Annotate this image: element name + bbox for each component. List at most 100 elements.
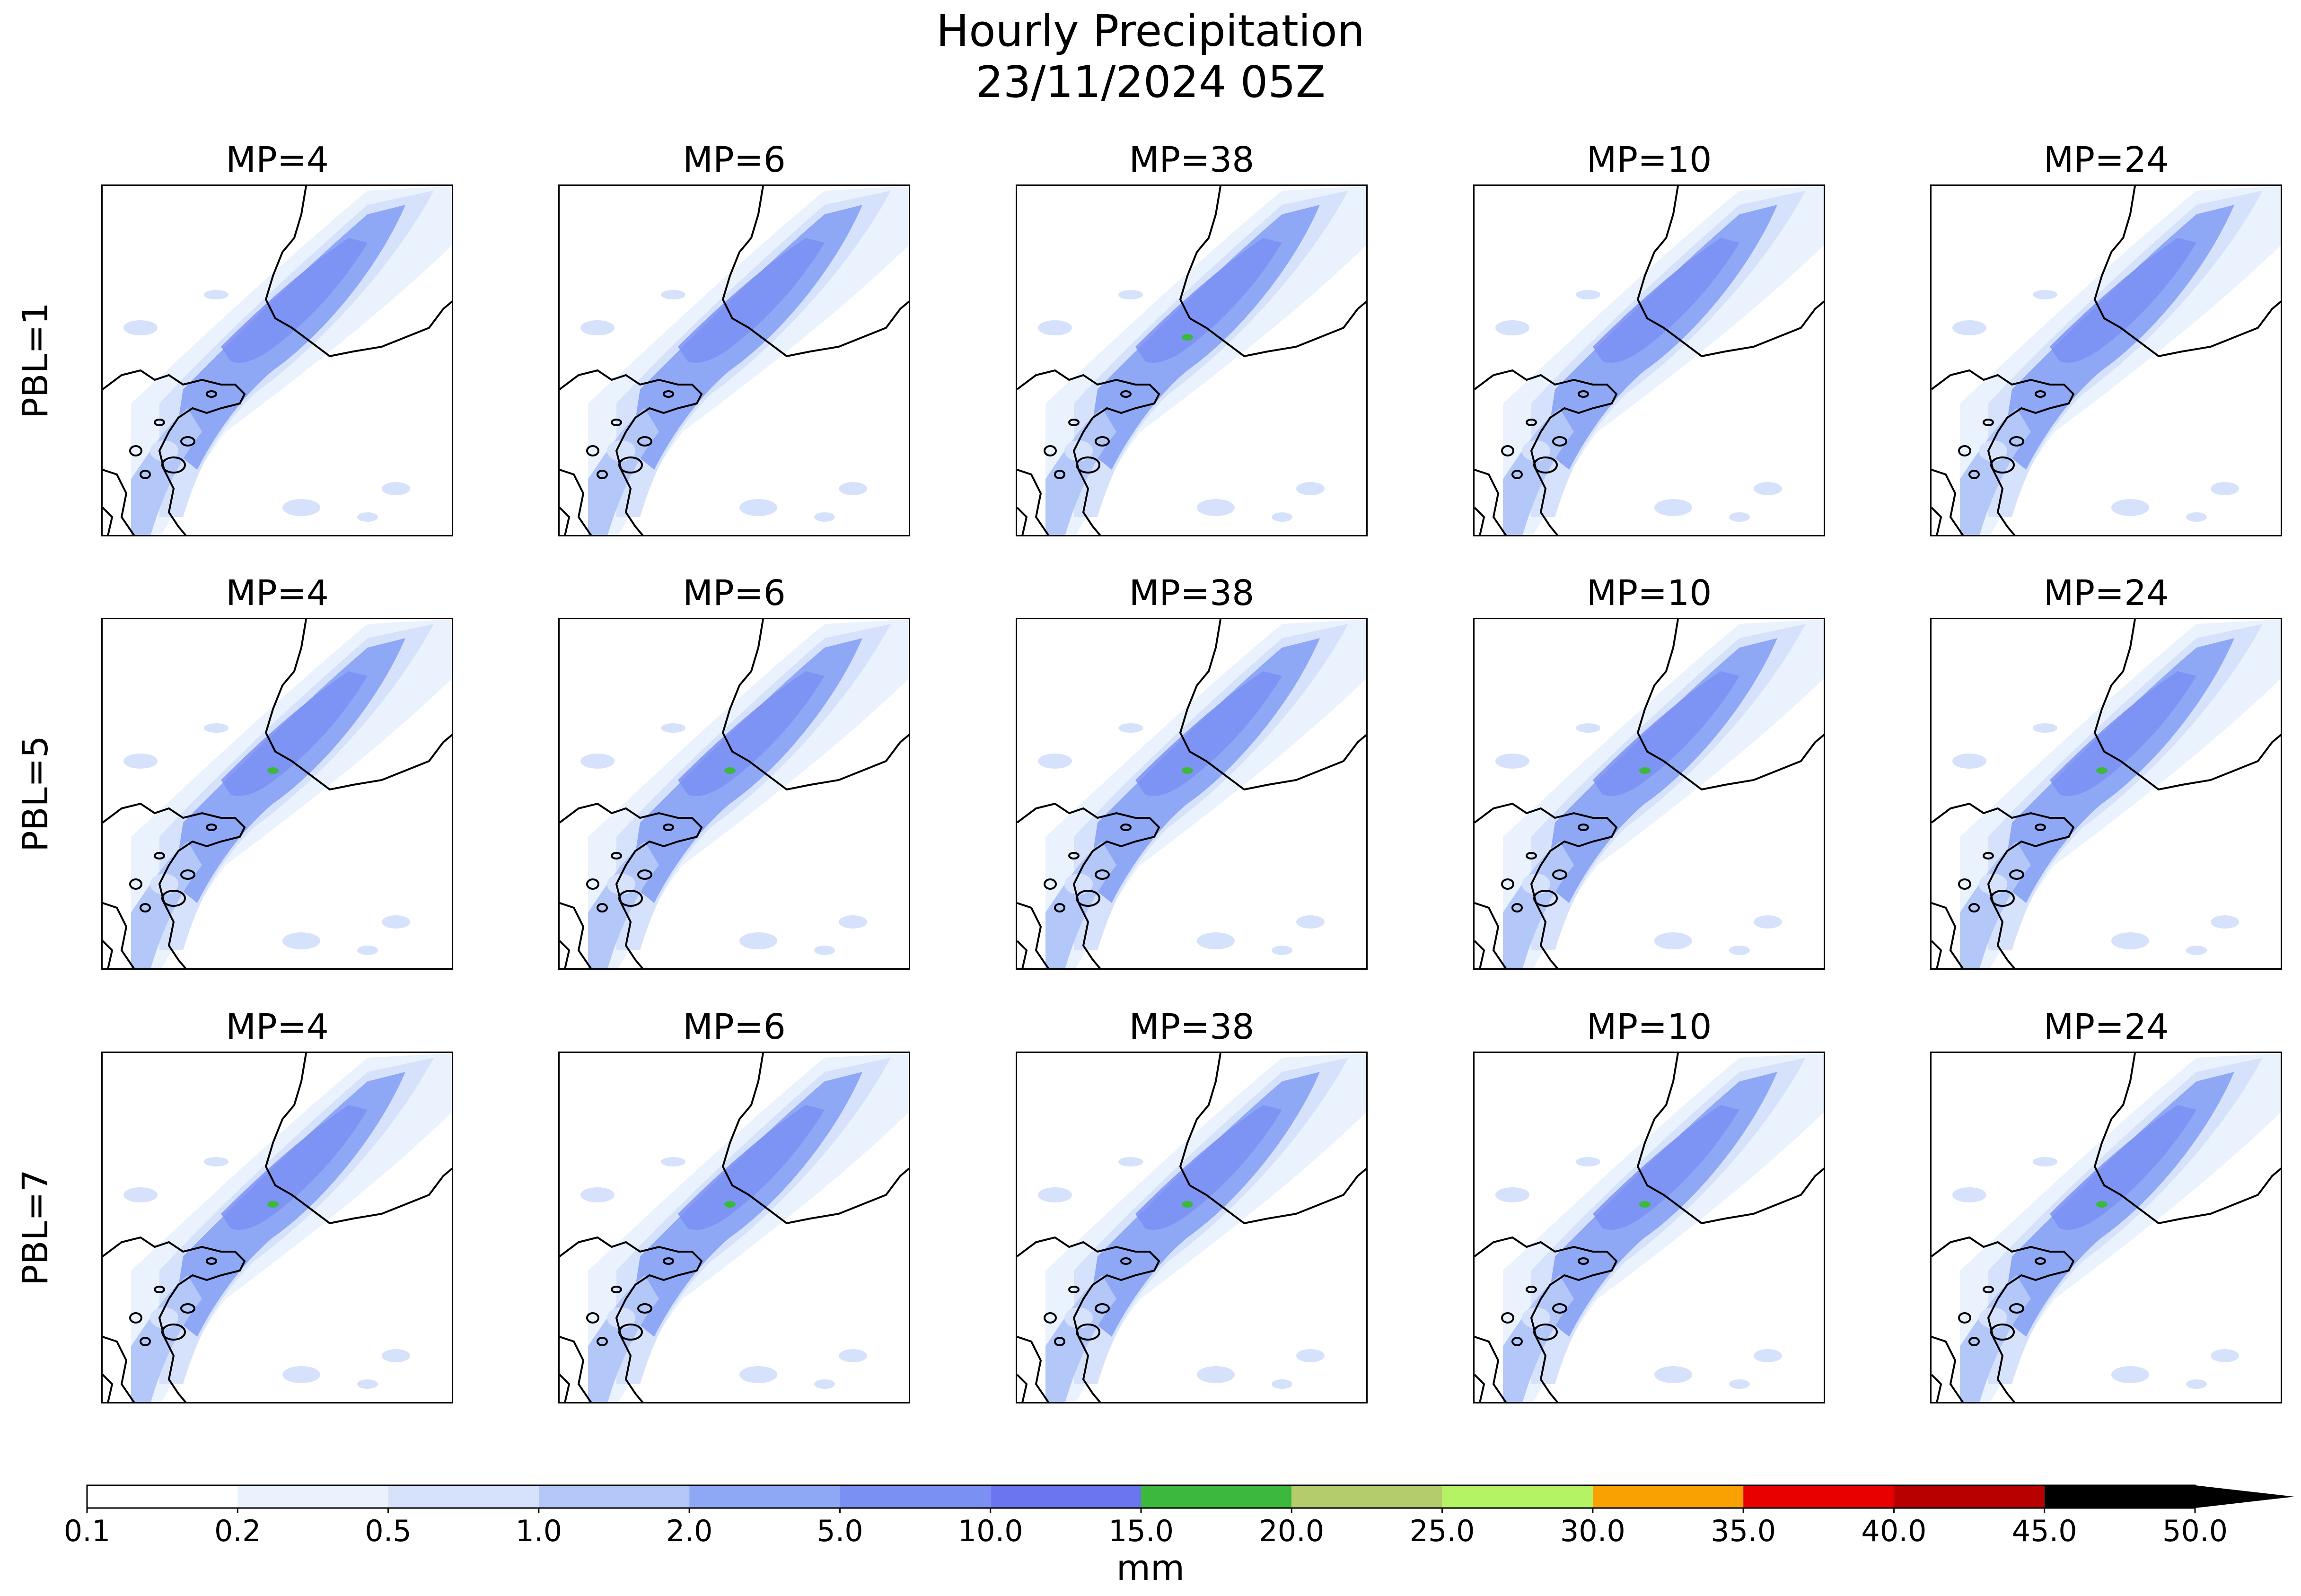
colorbar-segment bbox=[87, 1485, 238, 1508]
panel-title: MP=4 bbox=[226, 573, 329, 614]
map-panel bbox=[1016, 184, 1368, 536]
precip-cell bbox=[382, 915, 410, 929]
precipitation-field bbox=[1495, 186, 1824, 535]
colorbar-segment bbox=[388, 1485, 539, 1508]
coastline bbox=[1932, 619, 2281, 968]
precip-core bbox=[1135, 671, 1282, 796]
precip-cell bbox=[839, 1349, 867, 1362]
colorbar-segment bbox=[1743, 1485, 1894, 1508]
precip-intense-cell bbox=[2096, 767, 2108, 774]
map-panel bbox=[1016, 618, 1368, 970]
precipitation-field bbox=[1038, 619, 1366, 968]
colorbar-tick-label: 20.0 bbox=[1259, 1514, 1325, 1548]
precip-cell bbox=[123, 320, 158, 335]
panel-title: MP=4 bbox=[226, 140, 329, 180]
precip-cell bbox=[1729, 946, 1750, 955]
precip-cell bbox=[607, 440, 635, 461]
precip-cell bbox=[2211, 482, 2239, 495]
precip-cell bbox=[1296, 915, 1325, 929]
panel-title: MP=10 bbox=[1586, 1007, 1712, 1047]
precip-cell bbox=[1754, 482, 1782, 495]
precip-cell bbox=[1979, 1307, 2007, 1328]
precip-cell bbox=[1064, 874, 1093, 894]
panel-title: MP=10 bbox=[1586, 573, 1712, 614]
map-panel bbox=[101, 618, 453, 970]
precip-cell bbox=[357, 1379, 378, 1389]
precip-cell bbox=[282, 932, 320, 949]
precip-cell bbox=[814, 946, 835, 955]
precip-cell bbox=[739, 932, 777, 949]
precip-cell bbox=[1495, 754, 1529, 769]
panel-title: MP=6 bbox=[683, 573, 786, 614]
precip-cell bbox=[2211, 915, 2239, 929]
precip-cell bbox=[1197, 932, 1235, 949]
precip-cell bbox=[1522, 1307, 1550, 1328]
precipitation-field bbox=[580, 619, 909, 968]
precip-cell bbox=[282, 1366, 320, 1383]
precip-core bbox=[221, 238, 368, 363]
colorbar-extend-arrow bbox=[2195, 1485, 2294, 1508]
precip-cell bbox=[123, 754, 158, 769]
precip-cell bbox=[357, 512, 378, 522]
colorbar-segment bbox=[237, 1485, 388, 1508]
coastline bbox=[560, 1053, 909, 1402]
precipitation-field bbox=[1038, 1053, 1366, 1402]
colorbar-segment bbox=[1592, 1485, 1744, 1508]
precip-intense-cell bbox=[1639, 767, 1651, 774]
precip-cell bbox=[1272, 512, 1292, 522]
precip-cell bbox=[1038, 1187, 1072, 1202]
row-label: PBL=7 bbox=[15, 1169, 56, 1286]
precipitation-field bbox=[123, 1053, 452, 1402]
precip-cell bbox=[2111, 1366, 2149, 1383]
colorbar-segment bbox=[1291, 1485, 1442, 1508]
precip-cell bbox=[1038, 320, 1072, 335]
map-panel bbox=[1473, 1052, 1825, 1403]
panel-title: MP=4 bbox=[226, 1007, 329, 1047]
precip-cell bbox=[204, 1157, 228, 1166]
precip-intense-cell bbox=[1182, 334, 1193, 341]
colorbar-segment bbox=[1141, 1485, 1292, 1508]
coastline bbox=[103, 619, 452, 968]
precip-core bbox=[1593, 238, 1739, 363]
precip-cell bbox=[1729, 512, 1750, 522]
precip-cell bbox=[1197, 499, 1235, 516]
precip-cell bbox=[382, 1349, 410, 1362]
figure-subtitle: 23/11/2024 05Z bbox=[975, 57, 1326, 107]
precip-cell bbox=[1754, 1349, 1782, 1362]
panel-title: MP=24 bbox=[2043, 573, 2169, 614]
coastline bbox=[1475, 619, 1824, 968]
precip-cell bbox=[1576, 723, 1600, 733]
map-panel bbox=[558, 618, 910, 970]
precip-cell bbox=[2186, 946, 2207, 955]
colorbar-tick-label: 25.0 bbox=[1409, 1514, 1475, 1548]
map-panel bbox=[101, 1052, 453, 1403]
precip-cell bbox=[580, 1187, 615, 1202]
precip-cell bbox=[1654, 499, 1692, 516]
coastline bbox=[103, 1053, 452, 1402]
colorbar-tick-label: 0.1 bbox=[63, 1514, 111, 1548]
precip-cell bbox=[282, 499, 320, 516]
precip-cell bbox=[1952, 1187, 1986, 1202]
precip-cell bbox=[1952, 754, 1986, 769]
colorbar-segment bbox=[1442, 1485, 1593, 1508]
map-panel bbox=[1473, 618, 1825, 970]
panel-title: MP=24 bbox=[2043, 140, 2169, 180]
precip-cell bbox=[1272, 946, 1292, 955]
precip-intense-cell bbox=[267, 1201, 279, 1208]
figure-title: Hourly Precipitation bbox=[936, 6, 1365, 56]
map-panel bbox=[1930, 1052, 2282, 1403]
precip-cell bbox=[2186, 1379, 2207, 1389]
precip-cell bbox=[580, 320, 615, 335]
precip-cell bbox=[814, 512, 835, 522]
precip-intense-cell bbox=[724, 1201, 736, 1208]
precip-cell bbox=[1197, 1366, 1235, 1383]
colorbar-segment bbox=[538, 1485, 690, 1508]
precip-cell bbox=[739, 499, 777, 516]
precip-cell bbox=[1979, 874, 2007, 894]
map-panel bbox=[1930, 618, 2282, 970]
precip-intense-cell bbox=[267, 767, 279, 774]
precip-intense-cell bbox=[1182, 767, 1193, 774]
precip-cell bbox=[661, 723, 685, 733]
precip-cell bbox=[1272, 1379, 1292, 1389]
precipitation-field bbox=[1952, 619, 2281, 968]
